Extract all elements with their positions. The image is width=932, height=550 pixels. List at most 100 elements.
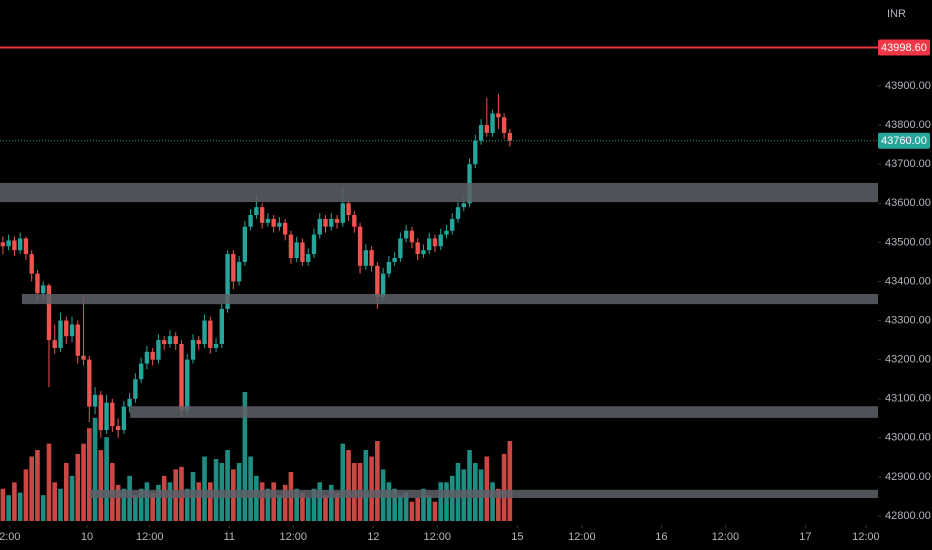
candle-body: [248, 215, 253, 227]
volume-bar: [259, 482, 265, 521]
volume-bar: [484, 456, 490, 521]
volume-bar: [58, 488, 63, 521]
candle-body: [173, 336, 178, 345]
candle-body: [92, 394, 98, 407]
y-tick-label: 43500.00: [885, 236, 931, 248]
volume-bar: [127, 475, 132, 521]
zone: [130, 406, 879, 418]
volume-bar: [161, 475, 167, 521]
candle-body: [6, 240, 11, 247]
volume-bar: [121, 488, 127, 521]
volume-bar: [248, 456, 253, 521]
candle-body: [496, 113, 501, 118]
volume-bar: [98, 450, 104, 521]
volume-bar: [17, 492, 23, 521]
volume-bar: [426, 495, 432, 521]
candle-body: [64, 320, 69, 337]
candle-body: [450, 218, 455, 231]
volume-bar: [184, 488, 190, 521]
candle-body: [242, 226, 248, 262]
y-tick-label: 43600.00: [885, 197, 931, 209]
volume-bar: [271, 482, 276, 521]
y-tick-label: 43200.00: [885, 354, 931, 366]
volume-bar: [369, 456, 374, 521]
volume-bar: [115, 484, 121, 521]
candle-body: [501, 117, 507, 133]
zone: [89, 489, 878, 499]
candle-body: [507, 132, 513, 141]
x-tick-label: 11: [224, 531, 235, 543]
candle-body: [0, 242, 6, 247]
candle-body: [427, 238, 432, 251]
candle-body: [81, 355, 86, 360]
volume-bar: [300, 492, 305, 521]
volume-bar: [277, 495, 282, 521]
candle-body: [386, 261, 392, 274]
candle-body: [306, 254, 311, 262]
candle-body: [133, 379, 138, 399]
volume-bar: [265, 488, 271, 521]
x-tick-label: 12:00: [568, 531, 596, 543]
candle-body: [484, 125, 490, 133]
candle-body: [75, 324, 80, 356]
candle-body: [490, 113, 495, 133]
price-label-box: [878, 39, 930, 56]
price-label: 43998.60: [881, 42, 927, 54]
volume-bar: [138, 488, 144, 521]
volume-bar: [340, 443, 346, 521]
candle-body: [196, 340, 201, 345]
candle-body: [323, 218, 328, 227]
volume-bar: [449, 475, 455, 521]
y-tick-label: 43400.00: [885, 275, 931, 287]
volume-bar: [254, 475, 259, 521]
candle-body: [52, 340, 57, 348]
candle-body: [398, 238, 403, 259]
volume-bar: [207, 482, 213, 521]
volume-bar: [133, 495, 138, 521]
candle-body: [329, 218, 334, 227]
candle-body: [271, 218, 276, 227]
volume-bar: [69, 475, 75, 521]
y-tick-label: 43100.00: [885, 393, 931, 405]
volume-bar: [311, 488, 317, 521]
y-tick-label: 43000.00: [885, 432, 931, 444]
candle-body: [369, 250, 374, 266]
x-tick-label: 12:00: [279, 531, 307, 543]
candle-body: [403, 230, 409, 239]
candle-body: [294, 242, 299, 259]
volume-bar: [23, 469, 29, 521]
candle-body: [340, 203, 345, 223]
x-tick-label: 15: [511, 531, 523, 543]
volume-bar: [156, 484, 161, 521]
volume-bar: [196, 482, 202, 521]
volume-bar: [63, 462, 69, 521]
volume-bar: [225, 450, 230, 521]
x-tick-label: 2:00: [0, 531, 21, 543]
candle-body: [392, 258, 397, 262]
candle-body: [150, 351, 155, 360]
y-tick-label: 43900.00: [885, 80, 931, 92]
candle-body: [311, 234, 317, 255]
candle-body: [167, 336, 173, 345]
candle-body: [461, 203, 466, 208]
candle-body: [231, 254, 236, 282]
volume-bar: [29, 456, 34, 521]
x-tick-label: 12:00: [852, 531, 880, 543]
volume-bar: [398, 495, 403, 521]
volume-bar: [150, 492, 155, 521]
volume-bar: [202, 456, 207, 521]
volume-bar: [421, 488, 426, 521]
candle-body: [46, 285, 52, 341]
x-tick-label: 16: [655, 531, 667, 543]
volume-bar: [12, 482, 17, 521]
candle-body: [277, 222, 282, 227]
candle-body: [357, 226, 363, 266]
candle-body: [110, 402, 115, 427]
candle-body: [455, 207, 461, 219]
candle-body: [98, 394, 104, 431]
candle-body: [58, 320, 63, 348]
volume-bar: [490, 482, 495, 521]
volume-bar: [104, 437, 109, 521]
volume-bar: [375, 441, 380, 521]
candle-body: [363, 250, 369, 266]
